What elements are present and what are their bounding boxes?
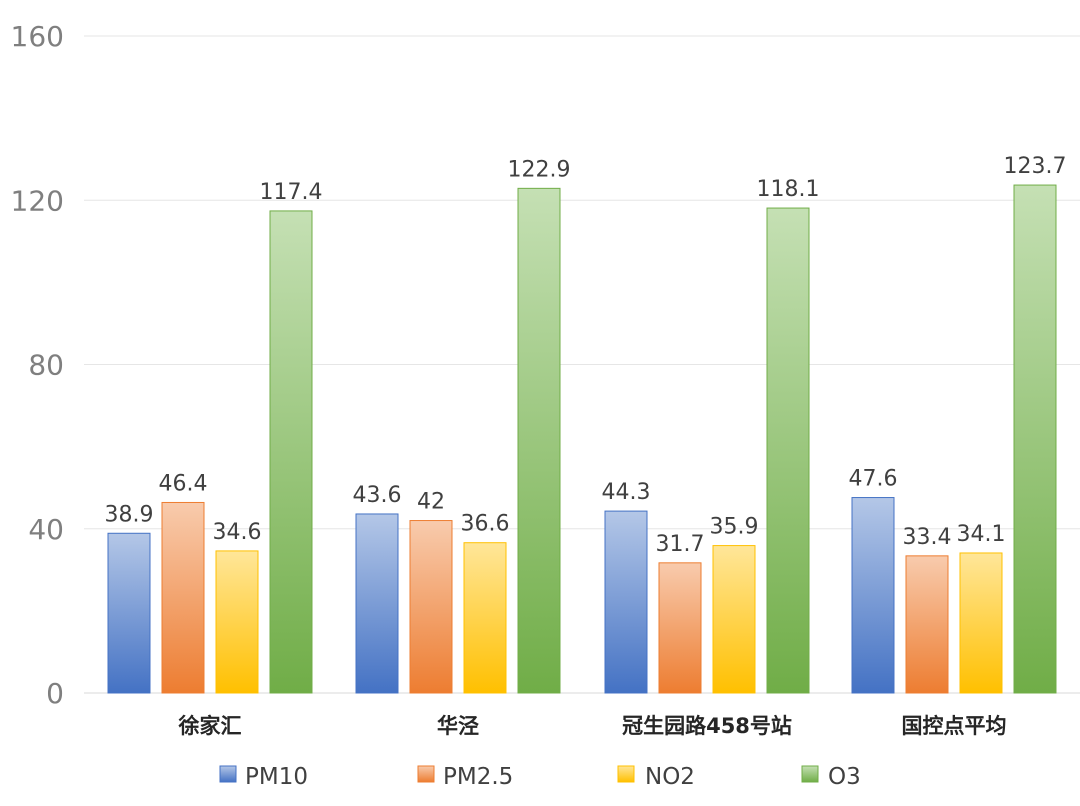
data-label: 31.7: [656, 532, 705, 557]
y-tick-label: 120: [11, 184, 64, 217]
category-label: 冠生园路458号站: [622, 714, 792, 738]
legend-label: PM10: [245, 764, 308, 790]
bar-pm25-3: [905, 555, 949, 694]
data-label: 47.6: [849, 467, 898, 492]
data-label: 44.3: [602, 480, 651, 505]
legend-label: O3: [828, 764, 861, 790]
data-label: 34.1: [957, 522, 1006, 547]
data-label: 123.7: [1004, 154, 1067, 179]
bar-no2-3: [959, 552, 1003, 694]
bar-no2-1: [463, 542, 507, 694]
bar-pm10-1: [355, 513, 399, 694]
bar-pm25-1: [409, 520, 453, 694]
bar-o3-1: [517, 187, 561, 694]
bar-no2-0: [215, 550, 259, 694]
legend-swatch: [219, 765, 237, 783]
bar-no2-2: [712, 545, 756, 694]
legend-swatch: [801, 765, 819, 783]
y-axis-ticks: 0 40 80 120 160: [11, 20, 64, 710]
y-tick-label: 0: [46, 677, 64, 710]
bar-pm10-3: [851, 497, 895, 694]
data-label: 46.4: [159, 471, 208, 496]
data-label: 38.9: [105, 502, 154, 527]
bar-pm10-0: [107, 532, 151, 694]
data-labels: 38.946.434.6 117.4 43.6 42 36.6 122.9 44.3 31.7…: [105, 154, 1067, 557]
bar-pm10-2: [604, 510, 648, 694]
data-label: 118.1: [757, 177, 820, 202]
bar-pm25-2: [658, 562, 702, 694]
y-tick-label: 160: [11, 20, 64, 53]
bar-o3-2: [766, 207, 810, 694]
legend: PM10 PM2.5 NO2 O3: [219, 764, 861, 790]
data-label: 117.4: [260, 180, 323, 205]
legend-label: NO2: [645, 764, 695, 790]
y-tick-label: 40: [28, 513, 64, 546]
bar-o3-3: [1013, 184, 1057, 694]
bars: [107, 184, 1057, 694]
legend-swatch: [617, 765, 635, 783]
data-label: 36.6: [461, 512, 510, 537]
legend-swatch: [417, 765, 435, 783]
category-label: 国控点平均: [902, 714, 1007, 738]
category-label: 徐家汇: [178, 714, 242, 738]
category-labels: 徐家汇 华泾 冠生园路458号站 国控点平均: [178, 714, 1007, 738]
category-label: 华泾: [437, 714, 479, 738]
data-label: 122.9: [508, 157, 571, 182]
legend-label: PM2.5: [443, 764, 513, 790]
y-tick-label: 80: [28, 349, 64, 382]
data-label: 42: [417, 490, 445, 515]
data-label: 34.6: [213, 520, 262, 545]
data-label: 33.4: [903, 525, 952, 550]
bar-o3-0: [269, 210, 313, 694]
data-label: 43.6: [353, 483, 402, 508]
bar-pm25-0: [161, 501, 205, 694]
data-label: 35.9: [710, 515, 759, 540]
